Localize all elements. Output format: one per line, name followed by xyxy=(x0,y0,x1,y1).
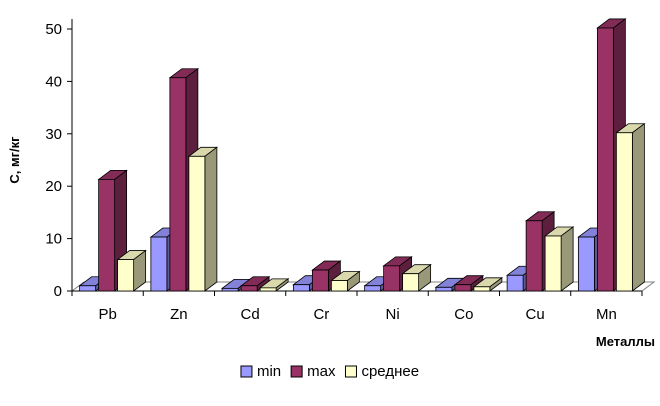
bar-front-face xyxy=(364,285,382,292)
bar-front-face xyxy=(383,265,401,292)
legend-label: min xyxy=(257,363,281,380)
x-tick-label: Zn xyxy=(170,306,188,323)
bar-front-face xyxy=(259,287,277,292)
y-tick-label: 30 xyxy=(45,126,62,143)
y-tick-label: 10 xyxy=(45,231,62,248)
bar-front-face xyxy=(117,259,135,292)
bar-front-face xyxy=(402,273,420,292)
y-tick-label: 40 xyxy=(45,73,62,90)
bar-side-face xyxy=(631,122,645,292)
x-tick-label: Co xyxy=(454,306,473,323)
legend-swatch xyxy=(290,365,303,378)
bar-front-face xyxy=(544,235,562,292)
bar-среднее-Cd xyxy=(258,278,290,292)
bar-среднее-Pb xyxy=(116,249,147,292)
bar-front-face xyxy=(292,284,310,292)
bar-среднее-Cr xyxy=(330,270,361,292)
legend-swatch xyxy=(240,365,253,378)
legend-item-min: min xyxy=(240,363,281,380)
bar-front-face xyxy=(169,77,187,292)
legend-label: max xyxy=(307,363,336,380)
y-tick-labels: 0 10 20 30 40 50 xyxy=(45,21,62,300)
bar-front-face xyxy=(615,132,633,292)
bar-front-face xyxy=(454,284,472,292)
y-tick-label: 50 xyxy=(45,21,62,38)
bar-front-face xyxy=(435,286,453,292)
bar-side-face xyxy=(560,226,574,292)
x-tick-label: Mn xyxy=(596,306,617,323)
bar-среднее-Ni xyxy=(401,263,432,292)
bars-group xyxy=(78,18,646,292)
bar-front-face xyxy=(240,285,258,292)
bar-среднее-Co xyxy=(472,277,504,292)
bar-front-face xyxy=(221,287,239,292)
x-tick-label: Cr xyxy=(313,306,329,323)
y-axis-title: С, мг/кг xyxy=(7,136,22,184)
bar-front-face xyxy=(525,220,543,292)
bar-front-face xyxy=(79,285,97,292)
bar-front-face xyxy=(311,269,329,292)
bar-side-face xyxy=(204,146,218,292)
x-tick-label: Pb xyxy=(98,306,116,323)
bar-front-face xyxy=(98,178,116,292)
bar-среднее-Zn xyxy=(187,146,219,292)
y-tick-label: 20 xyxy=(45,178,62,195)
x-tick-label: Ni xyxy=(386,306,400,323)
bar-среднее-Cu xyxy=(543,226,575,292)
x-category-labels: Pb Zn Cd Cr Ni Co Cu Mn xyxy=(98,306,616,323)
legend-item-среднее: среднее xyxy=(344,363,419,380)
bar-front-face xyxy=(506,274,524,292)
x-axis-title: Металлы xyxy=(596,334,655,349)
legend-swatch xyxy=(344,365,357,378)
legend-item-max: max xyxy=(290,363,336,380)
y-tick-label: 0 xyxy=(54,283,62,300)
bar-front-face xyxy=(150,236,168,292)
bar-среднее-Mn xyxy=(615,122,646,292)
legend: min max среднее xyxy=(240,363,419,380)
bar-front-face xyxy=(473,286,491,292)
bar-front-face xyxy=(188,155,206,292)
legend-label: среднее xyxy=(361,363,419,380)
bar-front-face xyxy=(577,236,595,292)
x-tick-label: Cd xyxy=(241,306,260,323)
bar-front-face xyxy=(596,27,614,292)
bar-front-face xyxy=(330,280,348,292)
x-tick-label: Cu xyxy=(526,306,545,323)
